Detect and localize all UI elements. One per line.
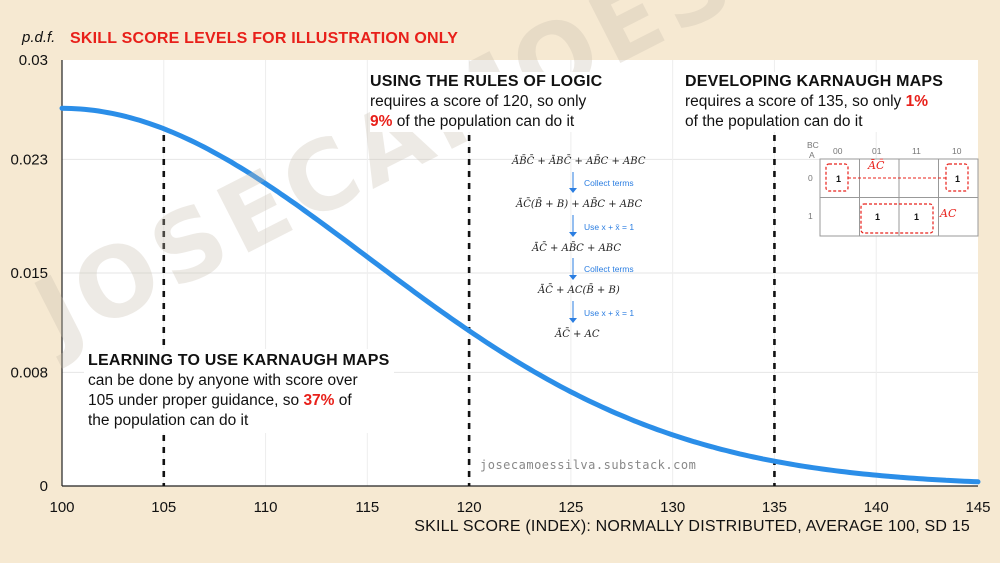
arrow-head bbox=[569, 275, 577, 280]
derivation-note: Collect terms bbox=[584, 178, 634, 188]
percent-37: 37% bbox=[303, 392, 335, 409]
pdf-curve bbox=[59, 105, 981, 485]
annotation-heading: LEARNING TO USE KARNAUGH MAPS bbox=[88, 352, 390, 369]
annotation-heading: DEVELOPING KARNAUGH MAPS bbox=[685, 73, 944, 90]
x-tick-label: 125 bbox=[558, 499, 583, 516]
derivation-note: Collect terms bbox=[584, 264, 634, 274]
annotation-line: of the population can do it bbox=[685, 113, 863, 130]
x-tick-label: 115 bbox=[355, 499, 379, 516]
kmap-col-header: 10 bbox=[952, 146, 962, 156]
x-tick-label: 140 bbox=[864, 499, 889, 516]
x-axis-label: SKILL SCORE (INDEX): NORMALLY DISTRIBUTE… bbox=[414, 518, 970, 535]
derivation-step: ĀB̄C̄ + ĀBC̄ + AB̄C + ABC bbox=[512, 156, 646, 167]
arrow-head bbox=[569, 232, 577, 237]
credit-text: josecamoessilva.substack.com bbox=[480, 458, 697, 472]
x-tick-label: 100 bbox=[49, 499, 74, 516]
y-tick-label: 0.03 bbox=[19, 52, 48, 69]
derivation-step: ĀC̄(B̄ + B) + AB̄C + ABC bbox=[516, 199, 643, 210]
x-tick-label: 105 bbox=[151, 499, 176, 516]
kmap-row-header: 1 bbox=[808, 211, 813, 221]
kmap-bc-label: BC bbox=[807, 140, 819, 150]
x-tick-label: 145 bbox=[965, 499, 990, 516]
kmap-one: 1 bbox=[914, 212, 920, 222]
kmap-group-label: AC bbox=[940, 207, 957, 220]
kmap-col-header: 00 bbox=[833, 146, 843, 156]
kmap-one: 1 bbox=[836, 174, 842, 184]
annotation-line: requires a score of 120, so only bbox=[370, 93, 587, 110]
x-tick-label: 110 bbox=[254, 499, 278, 516]
kmap-group-label: ĀC̄ bbox=[868, 159, 885, 172]
percent-9: 9% bbox=[370, 113, 393, 130]
y-tick-label: 0.008 bbox=[10, 364, 48, 381]
annotation-heading: USING THE RULES OF LOGIC bbox=[370, 73, 603, 90]
annotation-line: can be done by anyone with score over bbox=[88, 372, 358, 389]
y-tick-label: 0 bbox=[40, 478, 48, 495]
kmap-col-header: 11 bbox=[912, 146, 921, 156]
derivation-note: Use x + x̄ = 1 bbox=[584, 308, 635, 318]
arrow-head bbox=[569, 318, 577, 323]
x-tick-label: 135 bbox=[762, 499, 787, 516]
kmap-a-label: A bbox=[809, 150, 815, 160]
y-tick-label: 0.015 bbox=[10, 265, 48, 282]
derivation-step: ĀC̄ + AC(B̄ + B) bbox=[538, 285, 620, 296]
annotation-line: the population can do it bbox=[88, 412, 249, 429]
arrow-head bbox=[569, 188, 577, 193]
derivation-step: ĀC̄ + AB̄C + ABC bbox=[532, 243, 621, 254]
kmap-one: 1 bbox=[955, 174, 961, 184]
percent-1: 1% bbox=[905, 93, 928, 110]
annotation-line: 105 under proper guidance, so 37% of bbox=[88, 392, 352, 409]
derivation-step: ĀC̄ + AC bbox=[555, 329, 600, 340]
x-tick-label: 120 bbox=[457, 499, 482, 516]
annotation-karnaugh-learning: LEARNING TO USE KARNAUGH MAPS can be don… bbox=[84, 349, 394, 433]
kmap-row-header: 0 bbox=[808, 173, 813, 183]
x-tick-label: 130 bbox=[660, 499, 685, 516]
annotation-line: requires a score of 135, so only 1% bbox=[685, 93, 928, 110]
chart-title: SKILL SCORE LEVELS FOR ILLUSTRATION ONLY bbox=[70, 30, 459, 47]
derivation-note: Use x + x̄ = 1 bbox=[584, 222, 635, 232]
annotation-line: 9% of the population can do it bbox=[370, 113, 575, 130]
kmap-col-header: 01 bbox=[872, 146, 882, 156]
annotation-developing-karnaugh: DEVELOPING KARNAUGH MAPS requires a scor… bbox=[685, 72, 944, 132]
y-tick-label: 0.023 bbox=[10, 151, 48, 168]
y-axis-label: p.d.f. bbox=[22, 29, 56, 46]
annotation-rules-of-logic: USING THE RULES OF LOGIC requires a scor… bbox=[370, 72, 603, 132]
kmap-one: 1 bbox=[875, 212, 881, 222]
kmap-group-box bbox=[860, 203, 934, 234]
